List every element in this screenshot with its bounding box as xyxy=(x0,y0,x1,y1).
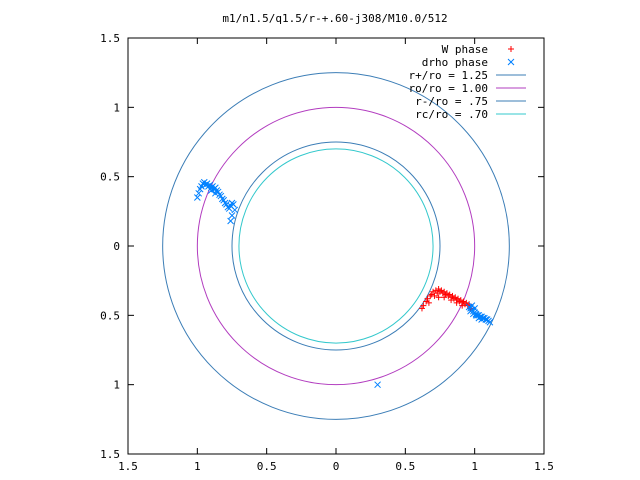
drho-phasepoint xyxy=(193,194,201,201)
y-tick-label: 0.5 xyxy=(100,171,120,184)
reference-circles xyxy=(162,72,510,420)
w-phasepoint xyxy=(434,290,441,297)
drho-phasepoint xyxy=(374,381,381,389)
w-phasepoint xyxy=(460,298,467,305)
y-tick-label: 1 xyxy=(113,379,120,392)
legend-label: W phase xyxy=(442,43,488,56)
legend-label: r-/ro = .75 xyxy=(415,95,488,108)
w-phasepoint xyxy=(428,291,435,298)
drho-phasepoint xyxy=(231,206,239,214)
legend-marker xyxy=(507,58,515,66)
cross-marker-b xyxy=(478,316,485,323)
w-phasepoint xyxy=(425,299,432,306)
w-phasepoint xyxy=(463,299,470,306)
cross-marker-b xyxy=(231,206,239,214)
w-phasepoint xyxy=(446,291,453,298)
w-phasepoint xyxy=(431,292,438,299)
chart-title: m1/n1.5/q1.5/r-+.60-j308/M10.0/512 xyxy=(222,12,447,25)
w-phasepoint xyxy=(443,290,450,297)
w-phasepoint xyxy=(438,287,445,294)
cross-marker-b xyxy=(507,58,515,66)
w-phasepoint xyxy=(432,287,439,294)
cross-marker-b xyxy=(212,184,219,192)
reference-circle xyxy=(231,141,441,351)
reference-circle xyxy=(238,148,434,344)
cross-marker-b xyxy=(474,311,481,319)
cross-marker-b xyxy=(212,189,219,197)
x-tick-label: 1 xyxy=(471,460,478,473)
y-tick-label: 0.5 xyxy=(100,309,120,322)
cross-marker-b xyxy=(374,381,381,389)
cross-marker-b xyxy=(200,178,208,186)
w-phasepoint xyxy=(441,294,448,301)
x-tick-label: 1 xyxy=(194,460,201,473)
w-phasepoint xyxy=(455,295,462,302)
cross-marker-b xyxy=(223,201,230,208)
w-phasepoint xyxy=(435,294,442,301)
cross-marker-b xyxy=(207,187,215,194)
drho-phasepoint xyxy=(212,189,219,197)
cross-marker-b xyxy=(227,217,234,225)
cross-marker-b xyxy=(217,192,225,200)
w-phasepoint xyxy=(459,302,466,309)
cross-marker-b xyxy=(209,183,216,190)
drho-phasepoint xyxy=(195,189,203,197)
x-tick-label: 1.5 xyxy=(534,460,554,473)
y-tick-label: 1.5 xyxy=(100,448,120,461)
drho-phasepoint xyxy=(230,201,237,208)
cross-marker-b xyxy=(193,194,201,201)
cross-marker-b xyxy=(203,180,211,187)
cross-marker-b xyxy=(486,318,494,326)
w-phasepoint xyxy=(457,297,464,304)
w-phasepoint xyxy=(435,285,442,292)
x-tick-label: 0.5 xyxy=(257,460,277,473)
y-tick-label: 1 xyxy=(113,101,120,114)
cross-marker-b xyxy=(469,310,477,318)
drho-phasepoint xyxy=(228,212,236,219)
reference-circle xyxy=(196,106,476,386)
w-phasepoint xyxy=(420,302,427,309)
legend-label: ro/ro = 1.00 xyxy=(409,82,488,95)
cross-marker-b xyxy=(195,189,203,197)
w-phasepoint xyxy=(441,288,448,295)
cross-marker-b xyxy=(230,201,237,208)
w-phasepoint xyxy=(424,295,431,302)
w-phasepoint xyxy=(423,298,430,305)
w-phasepoint xyxy=(453,299,460,306)
w-phasepoint xyxy=(448,297,455,304)
w-phasepoint xyxy=(452,294,459,301)
w-phasepoint xyxy=(449,292,456,299)
legend-label: drho phase xyxy=(422,56,488,69)
cross-marker-b xyxy=(471,305,479,312)
y-tick-label: 1.5 xyxy=(100,32,120,45)
cross-marker-b xyxy=(220,196,228,204)
drho-phasepoint xyxy=(471,305,479,312)
y-tick-label: 0 xyxy=(113,240,120,253)
drho-phasepoint xyxy=(486,318,494,326)
drho-phasepoint xyxy=(227,217,234,225)
phase-points xyxy=(193,178,494,389)
w-phasepoint xyxy=(430,288,437,295)
drho-phasepoint xyxy=(478,316,485,323)
legend-label: rc/ro = .70 xyxy=(415,108,488,121)
x-tick-label: 0.5 xyxy=(395,460,415,473)
legend-label: r+/ro = 1.25 xyxy=(409,69,488,82)
reference-circle xyxy=(162,72,510,420)
w-phasepoint xyxy=(418,305,425,312)
legend-marker xyxy=(508,46,514,52)
cross-marker-b xyxy=(475,314,483,322)
cross-marker-b xyxy=(228,212,236,219)
drho-phasepoint xyxy=(207,187,215,194)
x-tick-label: 0 xyxy=(333,460,340,473)
x-tick-label: 1.5 xyxy=(118,460,138,473)
axes: 1.5 1 0.5 0 0.5 1 1.51.510.500.511.5 xyxy=(100,32,554,473)
cross-marker-b xyxy=(206,181,214,189)
